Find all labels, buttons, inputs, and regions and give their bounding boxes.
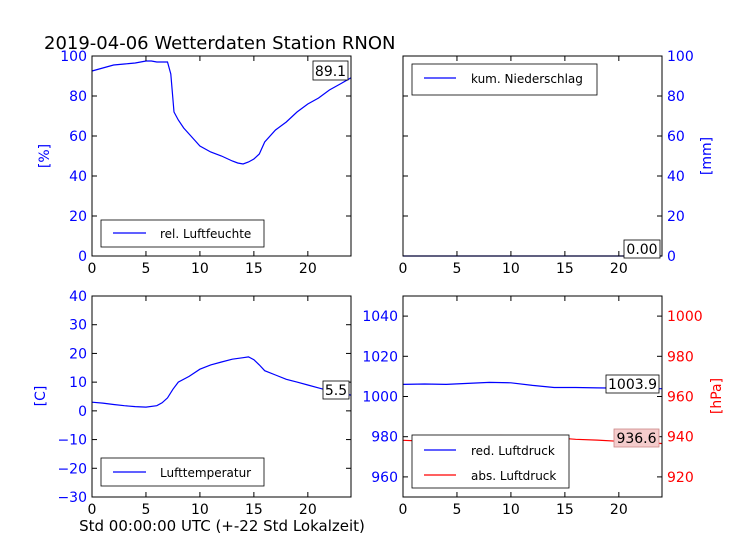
y-tick-label: 30 <box>69 318 87 334</box>
ylabel-pressure: [hPa] <box>709 378 725 414</box>
y-tick-label: 80 <box>69 89 87 105</box>
y-tick-label: 20 <box>69 346 87 362</box>
y-tick-label-right: 980 <box>667 349 694 365</box>
y-tick-label: −30 <box>57 490 87 506</box>
last-value-box <box>312 60 349 81</box>
y-tick-label: 80 <box>667 89 685 105</box>
panel-pressure: 0 5 10 15 20 960 980 1000 1020 1040 920 940 960 980 10… <box>362 295 725 518</box>
figure-title: 2019-04-06 Wetterdaten Station RNON <box>44 33 395 54</box>
last-value-abs-pressure: 936.6 <box>616 431 656 447</box>
y-tick-label: 40 <box>69 169 87 185</box>
x-tick-label: 20 <box>299 261 317 277</box>
y-tick-label: 100 <box>667 49 694 65</box>
series-line-humidity-0 <box>91 60 352 165</box>
last-value-box <box>322 380 350 400</box>
legend-label-abs-pressure: abs. Luftdruck <box>471 469 556 483</box>
y-tick-label: −20 <box>57 461 87 477</box>
x-tick-label: 10 <box>502 261 520 277</box>
last-value-humidity: 89.1 <box>315 64 346 80</box>
legend-label-temperature: Lufttemperatur <box>160 466 251 480</box>
x-tick-label: 20 <box>610 502 628 518</box>
x-tick-label: 15 <box>556 502 574 518</box>
x-tick-label: 5 <box>141 502 150 518</box>
panel-precipitation: 0 5 10 15 20 0 20 40 60 80 100 [mm] 0.00 kum. Nied… <box>399 49 715 277</box>
x-tick-label: 5 <box>452 502 461 518</box>
x-tick-label: 0 <box>399 261 408 277</box>
last-value-box <box>623 239 661 259</box>
legend-label-precipitation: kum. Niederschlag <box>471 72 583 86</box>
ylabel-temperature: [C] <box>33 386 49 407</box>
panel-temperature: 0 5 10 15 20 −30 −20 −10 0 10 20 30 40 [C] 5.5 Luftt… <box>33 289 352 518</box>
legend-pressure: red. Luftdruck abs. Luftdruck <box>411 434 570 489</box>
y-tick-label: 1000 <box>362 390 398 406</box>
axes-frame <box>402 55 663 257</box>
bottom-xlabel: Std 00:00:00 UTC (+-22 Std Lokalzeit) <box>79 517 365 535</box>
x-tick-label: 5 <box>452 261 461 277</box>
y-tick-label: 100 <box>60 49 87 65</box>
last-value-temperature: 5.5 <box>325 383 347 399</box>
y-tick-label: 40 <box>667 169 685 185</box>
y-tick-label: 60 <box>69 129 87 145</box>
x-tick-label: 10 <box>191 261 209 277</box>
y-tick-label: 1020 <box>362 349 398 365</box>
ylabel-humidity: [%] <box>37 144 53 168</box>
x-tick-label: 5 <box>141 261 150 277</box>
y-tick-label-right: 960 <box>667 390 694 406</box>
y-tick-label: 980 <box>371 430 398 446</box>
y-tick-label: 960 <box>371 470 398 486</box>
last-value-precipitation: 0.00 <box>626 242 657 258</box>
y-tick-label-right: 1000 <box>667 309 703 325</box>
legend-precipitation: kum. Niederschlag <box>411 63 598 96</box>
legend-humidity: rel. Luftfeuchte <box>100 219 265 248</box>
panel-humidity: 0 5 10 15 20 0 20 40 60 80 100 [%] 89.1 rel. Luftf… <box>37 49 352 277</box>
x-tick-label: 15 <box>245 502 263 518</box>
x-tick-label: 20 <box>299 502 317 518</box>
y-tick-label-right: 920 <box>667 470 694 486</box>
x-tick-label: 0 <box>88 261 97 277</box>
legend-temperature: Lufttemperatur <box>100 457 265 487</box>
axes-frame <box>91 55 352 257</box>
axes-frame <box>91 295 352 498</box>
last-value-red-pressure: 1003.9 <box>608 377 657 393</box>
y-tick-label: 1040 <box>362 309 398 325</box>
last-value-box-abs <box>613 428 660 448</box>
x-tick-label: 0 <box>88 502 97 518</box>
ylabel-precipitation: [mm] <box>699 137 715 175</box>
y-tick-label: 40 <box>69 289 87 305</box>
y-tick-label: −10 <box>57 433 87 449</box>
y-tick-label: 60 <box>667 129 685 145</box>
y-tick-label: 0 <box>78 404 87 420</box>
y-tick-label-right: 940 <box>667 430 694 446</box>
x-tick-label: 10 <box>502 502 520 518</box>
legend-label-red-pressure: red. Luftdruck <box>471 444 555 458</box>
y-tick-label: 20 <box>667 209 685 225</box>
y-tick-label: 0 <box>667 249 676 265</box>
x-tick-label: 15 <box>556 261 574 277</box>
x-tick-label: 10 <box>191 502 209 518</box>
y-tick-label: 10 <box>69 375 87 391</box>
series-line-temperature-0 <box>91 356 352 408</box>
y-tick-label: 20 <box>69 209 87 225</box>
y-tick-label: 0 <box>78 249 87 265</box>
last-value-box <box>605 374 660 394</box>
x-tick-label: 15 <box>245 261 263 277</box>
legend-label-humidity: rel. Luftfeuchte <box>160 227 251 241</box>
x-tick-label: 0 <box>399 502 408 518</box>
x-tick-label: 20 <box>610 261 628 277</box>
